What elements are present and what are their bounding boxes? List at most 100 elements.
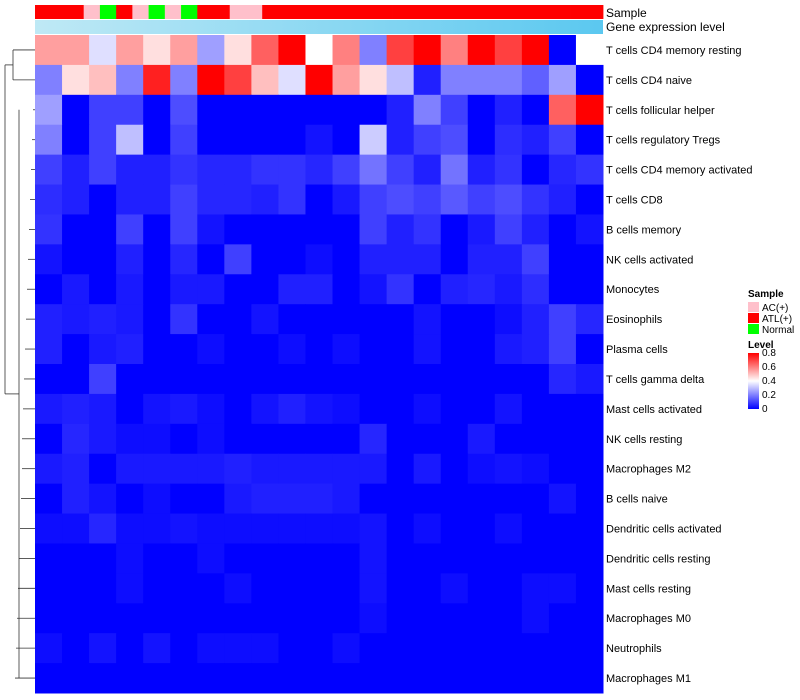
heatmap-cell — [521, 423, 550, 455]
heatmap-cell — [143, 214, 171, 245]
heatmap-cell — [89, 304, 117, 335]
heatmap-cell — [575, 483, 604, 515]
heatmap-cell — [305, 423, 334, 455]
heatmap-cell — [494, 184, 523, 215]
row-label: NK cells activated — [606, 254, 693, 266]
heatmap-cell — [35, 364, 63, 395]
heatmap-cell — [440, 35, 469, 66]
heatmap-cell — [548, 543, 577, 574]
heatmap-cell — [386, 513, 415, 544]
sample-annotation-cell — [83, 5, 101, 19]
heatmap-cell — [359, 244, 388, 275]
legend-swatch — [748, 324, 759, 334]
heatmap-cell — [413, 663, 442, 694]
heatmap-cell — [89, 453, 117, 485]
heatmap-cell — [467, 633, 496, 664]
heatmap-cell — [89, 603, 117, 634]
heatmap-cell — [386, 154, 415, 186]
heatmap-cell — [386, 124, 415, 156]
heatmap-cell — [62, 393, 90, 425]
heatmap-cell — [467, 214, 496, 245]
heatmap-cell — [494, 513, 523, 544]
heatmap-cell — [521, 633, 550, 664]
heatmap-cell — [116, 154, 144, 186]
heatmap-cell — [35, 603, 63, 634]
heatmap-cell — [548, 154, 577, 186]
heatmap-cell — [359, 35, 388, 66]
heatmap-cell — [332, 663, 361, 694]
heatmap-cell — [521, 364, 550, 395]
heatmap-cell — [251, 154, 279, 186]
heatmap-cell — [305, 64, 334, 96]
heatmap-cell — [143, 184, 171, 215]
heatmap-cell — [62, 603, 90, 634]
heatmap-cell — [224, 334, 252, 365]
heatmap-cell — [440, 244, 469, 275]
heatmap-cell — [332, 453, 361, 485]
heatmap-cell — [467, 274, 496, 305]
heatmap-cell — [62, 573, 90, 604]
row-label: T cells gamma delta — [606, 374, 705, 386]
sample-annotation-cell — [262, 5, 279, 19]
heatmap-cell — [359, 453, 388, 485]
heatmap-cell — [35, 35, 63, 66]
heatmap-cell — [467, 453, 496, 485]
sample-annotation-cell — [392, 5, 409, 19]
heatmap-cell — [62, 124, 90, 156]
heatmap-cell — [89, 543, 117, 574]
heatmap-cell — [197, 274, 225, 305]
heatmap-cell — [413, 184, 442, 215]
heatmap-cell — [62, 274, 90, 305]
legend-sample-items: AC(+)ATL(+)Normal — [748, 302, 794, 336]
heatmap-cell — [116, 364, 144, 395]
sample-annotation-cell — [408, 5, 425, 19]
heatmap-cell — [197, 184, 225, 215]
heatmap-cell — [494, 603, 523, 634]
heatmap-cell — [332, 543, 361, 574]
row-label: Macrophages M1 — [606, 673, 691, 685]
column-annotations — [35, 5, 604, 34]
heatmap-cell — [413, 483, 442, 515]
heatmap-cell — [35, 214, 63, 245]
heatmap-cell — [413, 513, 442, 544]
heatmap-cell — [116, 124, 144, 156]
heatmap-cell — [89, 124, 117, 156]
heatmap-cell — [548, 214, 577, 245]
heatmap-cell — [251, 184, 279, 215]
heatmap-cell — [224, 423, 252, 455]
heatmap-cell — [143, 124, 171, 156]
heatmap-cell — [440, 154, 469, 186]
heatmap-cell — [224, 274, 252, 305]
heatmap-cell — [467, 184, 496, 215]
heatmap-cell — [440, 124, 469, 156]
heatmap-cell — [494, 663, 523, 694]
heatmap-cell — [197, 35, 225, 66]
heatmap-cell — [116, 543, 144, 574]
heatmap-cell — [89, 364, 117, 395]
heatmap-cell — [359, 334, 388, 365]
heatmap-cell — [62, 334, 90, 365]
heatmap-cell — [548, 94, 577, 126]
heatmap-cell — [332, 274, 361, 305]
heatmap-cell — [386, 334, 415, 365]
heatmap-cell — [224, 184, 252, 215]
heatmap-cell — [386, 633, 415, 664]
heatmap-cell — [305, 334, 334, 365]
heatmap-cell — [386, 274, 415, 305]
heatmap-cell — [386, 483, 415, 515]
row-label: Neutrophils — [606, 643, 662, 655]
heatmap-cell — [143, 393, 171, 425]
heatmap-cell — [305, 483, 334, 515]
heatmap-cell — [89, 423, 117, 455]
heatmap-cell — [413, 214, 442, 245]
heatmap-cell — [521, 543, 550, 574]
heatmap-cell — [89, 393, 117, 425]
heatmap-cell — [170, 633, 198, 664]
heatmap-cell — [305, 94, 334, 126]
heatmap-cell — [548, 573, 577, 604]
heatmap-cell — [143, 573, 171, 604]
heatmap-cell — [251, 663, 279, 694]
heatmap-cell — [89, 244, 117, 275]
heatmap-cell — [116, 513, 144, 544]
